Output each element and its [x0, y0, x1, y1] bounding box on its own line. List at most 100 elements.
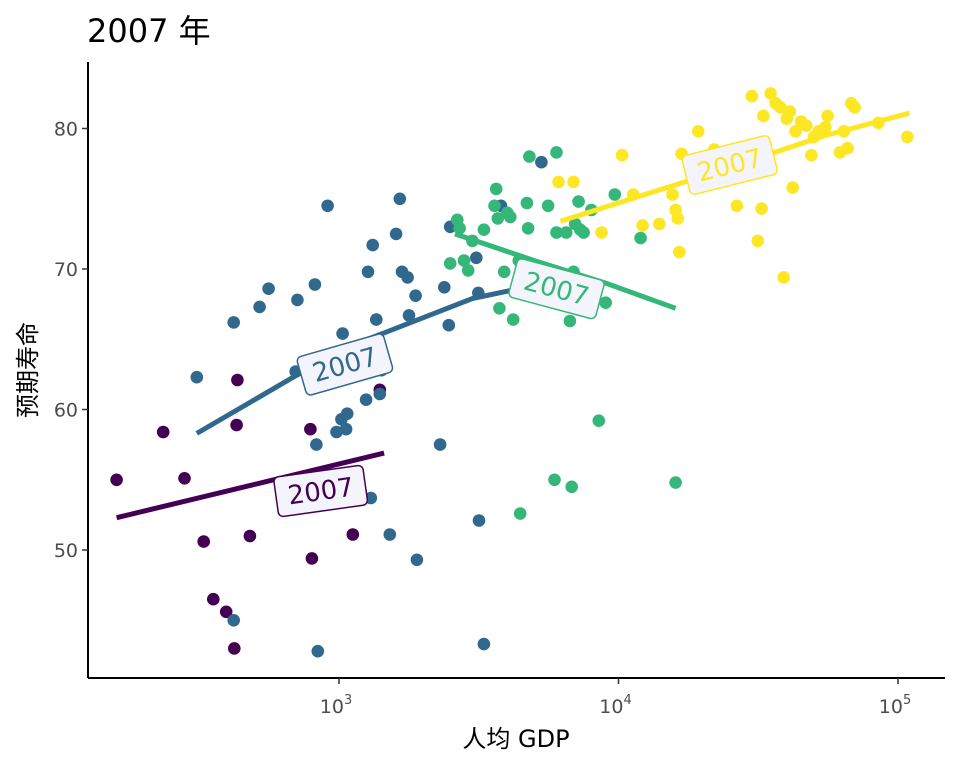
data-point [673, 245, 686, 259]
data-point [634, 231, 647, 245]
data-point [370, 313, 383, 326]
y-tick-label: 70 [54, 259, 78, 281]
data-point [190, 370, 204, 384]
data-point [800, 119, 813, 132]
data-point [227, 316, 240, 329]
data-point [310, 438, 323, 451]
series-group [552, 87, 914, 284]
data-point [901, 130, 914, 144]
data-point [442, 318, 456, 332]
data-point [550, 226, 563, 239]
data-point [504, 210, 517, 224]
data-point [541, 199, 555, 213]
fit-label-box [508, 258, 605, 320]
data-point [872, 116, 885, 130]
data-point [438, 281, 451, 294]
data-point [219, 605, 233, 619]
data-point [521, 222, 535, 235]
data-point [805, 148, 818, 162]
y-tick-label: 50 [54, 540, 78, 562]
data-point [472, 514, 486, 527]
data-point [207, 592, 220, 606]
data-point [330, 425, 343, 439]
data-point [548, 473, 561, 487]
data-point [577, 226, 590, 239]
data-point [745, 89, 759, 103]
x-axis-title: 人均 GDP [462, 725, 569, 753]
data-point [178, 472, 191, 485]
fit-label: 2007 [508, 258, 605, 320]
x-tick-label: 103 [320, 693, 352, 718]
data-point [751, 234, 765, 248]
data-point [608, 188, 622, 201]
data-point [457, 254, 471, 267]
data-point [550, 146, 563, 159]
data-point [653, 217, 666, 231]
data-point [789, 125, 802, 138]
data-point [692, 125, 705, 138]
y-tick-label: 60 [54, 400, 78, 422]
fit-label-box [296, 333, 394, 396]
data-point [572, 195, 585, 208]
chart-title: 2007 年 [87, 12, 211, 50]
fit-label: 2007 [681, 135, 778, 195]
fit-label-box [681, 135, 778, 195]
data-point [636, 219, 649, 232]
data-point [488, 199, 501, 213]
data-point [671, 212, 685, 225]
data-point [339, 422, 353, 436]
data-point [552, 175, 565, 189]
data-point [230, 418, 243, 432]
data-point [757, 109, 770, 123]
data-point [821, 109, 834, 123]
data-point [308, 278, 322, 291]
data-point [627, 188, 640, 201]
data-point [666, 188, 679, 201]
data-point [615, 148, 629, 162]
data-point [461, 264, 475, 277]
data-point [489, 182, 503, 196]
data-point [472, 286, 485, 300]
data-point [535, 155, 548, 169]
data-point [559, 226, 573, 239]
data-point [410, 553, 424, 567]
data-point [110, 473, 123, 487]
data-point [359, 393, 373, 407]
data-point [563, 314, 577, 328]
data-point [477, 637, 491, 651]
data-point [409, 289, 422, 303]
data-point [243, 529, 257, 543]
data-point [340, 407, 354, 421]
series-group [110, 373, 387, 655]
data-point [361, 265, 375, 279]
data-point [366, 238, 380, 252]
data-point [466, 234, 479, 248]
data-point [443, 257, 457, 270]
data-point [477, 223, 491, 236]
data-point [453, 222, 466, 235]
x-tick-label: 104 [599, 693, 631, 718]
data-point [493, 302, 506, 315]
data-point [383, 528, 397, 541]
data-point [401, 271, 414, 284]
data-point [228, 642, 241, 655]
y-axis: 50 60 70 80 [54, 62, 89, 678]
data-point [433, 438, 447, 451]
data-point [389, 227, 403, 241]
fit-label-box [273, 464, 369, 518]
x-axis: 103 104 105 [88, 677, 945, 718]
data-point [470, 251, 483, 265]
fit-line [116, 450, 385, 521]
data-point [231, 373, 244, 387]
y-tick-label: 80 [54, 119, 78, 141]
fit-label: 2007 [273, 464, 369, 518]
data-point [197, 535, 210, 548]
data-point [336, 327, 349, 340]
series-group [443, 146, 682, 520]
data-point [786, 181, 799, 194]
data-point [595, 226, 608, 239]
data-point [305, 552, 319, 565]
data-point [497, 265, 511, 279]
